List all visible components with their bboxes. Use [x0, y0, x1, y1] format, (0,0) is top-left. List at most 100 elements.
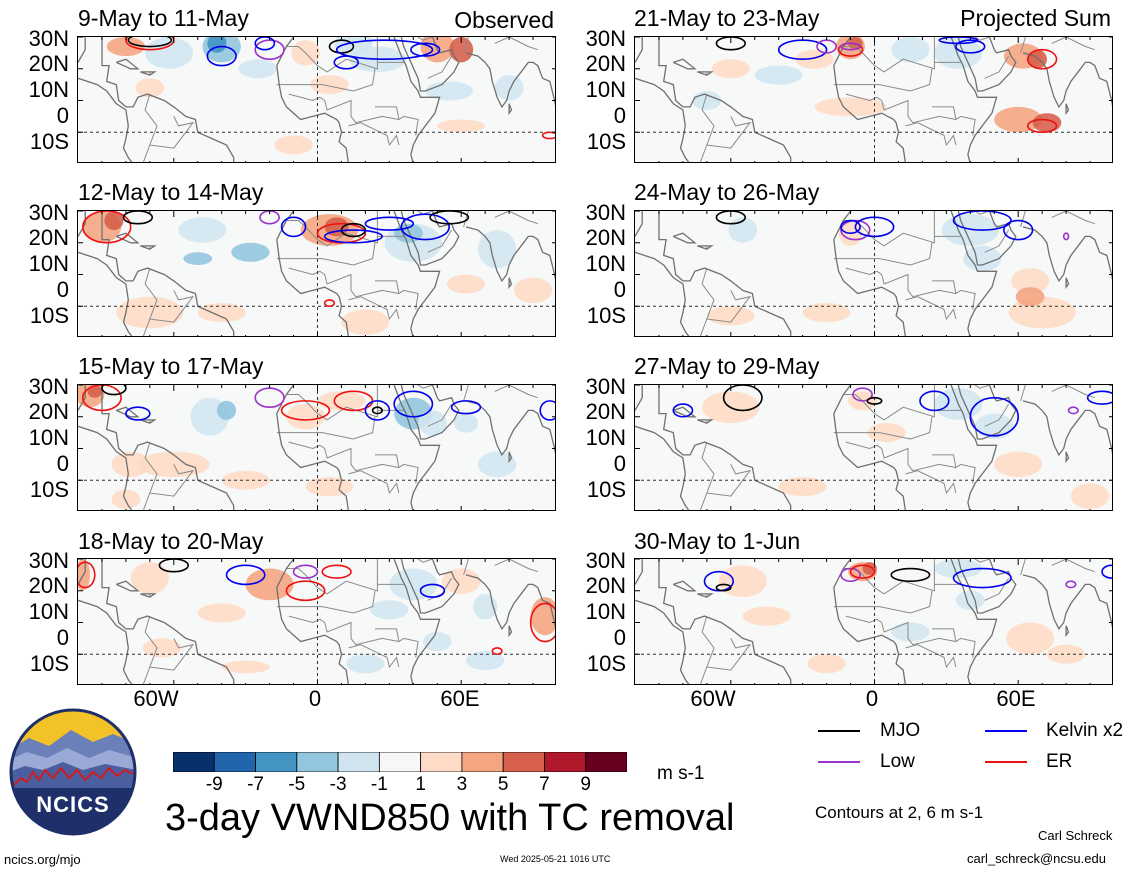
map-canvas	[78, 559, 555, 684]
country-border	[843, 385, 935, 421]
country-border	[1051, 211, 1095, 225]
colorbar-swatch	[585, 751, 628, 773]
wave-contour	[125, 406, 151, 421]
country-border	[375, 454, 419, 484]
coastline	[140, 593, 157, 598]
coastline	[101, 211, 235, 336]
wave-contour	[1067, 406, 1079, 415]
country-border	[1020, 211, 1026, 228]
coastline	[833, 239, 906, 336]
wave-contour	[292, 564, 319, 579]
wind-anomaly-shading	[513, 277, 553, 304]
wave-contour	[206, 45, 237, 67]
coastline	[276, 65, 349, 162]
coastline	[957, 385, 1017, 440]
ncics-logo: NCICS	[9, 708, 137, 836]
country-border	[375, 106, 419, 136]
lat-label: 30N	[585, 200, 626, 225]
country-border	[974, 385, 990, 389]
lat-label: 10S	[586, 129, 626, 154]
panel-title: 15-May to 17-May	[78, 353, 264, 379]
coastline	[697, 245, 714, 250]
wind-anomaly-shading	[341, 309, 390, 335]
lat-label: 10S	[29, 129, 69, 154]
map-canvas	[635, 385, 1112, 510]
colorbar-swatch	[337, 751, 380, 773]
map-panel-observed-4	[77, 558, 556, 685]
country-border	[833, 416, 933, 440]
lat-label: 0	[613, 277, 626, 302]
wind-anomaly-shading	[814, 97, 887, 117]
coastline	[465, 226, 555, 283]
country-border	[142, 116, 195, 162]
lon-label: 60W	[133, 686, 179, 711]
map-canvas	[635, 211, 1112, 336]
panel-title: 9-May to 11-May	[78, 5, 249, 31]
coastline	[78, 385, 86, 411]
lat-label: 0	[613, 103, 626, 128]
wind-anomaly-shading	[116, 296, 184, 329]
country-border	[984, 403, 1010, 427]
coastline	[957, 37, 1017, 92]
country-border	[701, 93, 715, 146]
wave-contour	[285, 580, 326, 602]
country-border	[427, 229, 453, 253]
wave-contour	[254, 387, 285, 409]
wind-anomaly-shading	[1011, 268, 1050, 294]
country-border	[142, 464, 195, 510]
coastline	[508, 451, 513, 464]
wind-anomaly-shading	[418, 410, 447, 436]
wind-anomaly-shading	[145, 37, 193, 69]
coastline	[833, 211, 852, 240]
wave-contour	[955, 39, 986, 54]
legend-low-label: Low	[880, 751, 915, 772]
coastline	[393, 385, 441, 510]
wave-contour	[323, 229, 383, 244]
lat-label: 0	[56, 451, 69, 476]
wave-contour	[1026, 48, 1058, 70]
country-border	[463, 385, 469, 402]
wind-anomaly-shading	[891, 37, 930, 63]
colorbar-tick-label: 7	[539, 774, 550, 795]
lon-label: 0	[308, 686, 322, 711]
country-border	[699, 116, 752, 162]
country-border	[288, 615, 399, 646]
wave-contour	[890, 567, 931, 583]
legend-mjo-line	[818, 730, 860, 732]
coastline	[673, 406, 697, 418]
wave-contour	[952, 211, 1012, 231]
coastline	[950, 559, 998, 684]
wind-anomaly-shading	[754, 65, 803, 85]
wind-anomaly-shading	[106, 37, 146, 57]
lat-label: 10N	[585, 599, 626, 624]
lon-label: 60W	[690, 686, 736, 711]
colorbar-tick-label: 3	[456, 774, 468, 795]
country-border	[276, 68, 376, 92]
panel-corner-label: Observed	[454, 7, 554, 33]
wind-anomaly-shading	[994, 451, 1043, 478]
coastline	[697, 71, 714, 76]
wind-anomaly-shading	[221, 470, 270, 490]
lat-label: 10S	[586, 477, 626, 502]
wave-contour	[938, 37, 979, 45]
wave-contour	[254, 39, 285, 61]
coastline	[833, 65, 906, 162]
map-panel-projected-1	[634, 36, 1113, 163]
country-border	[286, 559, 378, 595]
lat-label: 0	[56, 277, 69, 302]
wave-contour	[225, 564, 266, 586]
lat-label: 10N	[28, 251, 69, 276]
logo-text: NCICS	[36, 792, 110, 817]
coastline	[950, 37, 998, 162]
country-border	[286, 37, 378, 73]
wave-contour	[81, 385, 122, 412]
wave-contour	[672, 403, 694, 418]
coastline	[276, 385, 295, 414]
wave-contour	[715, 583, 732, 592]
coastline	[78, 211, 86, 237]
panel-title: 21-May to 23-May	[634, 5, 820, 31]
wave-contour	[1003, 219, 1034, 241]
wave-contour	[1101, 564, 1112, 579]
coastline	[508, 625, 513, 638]
country-border	[699, 464, 752, 510]
